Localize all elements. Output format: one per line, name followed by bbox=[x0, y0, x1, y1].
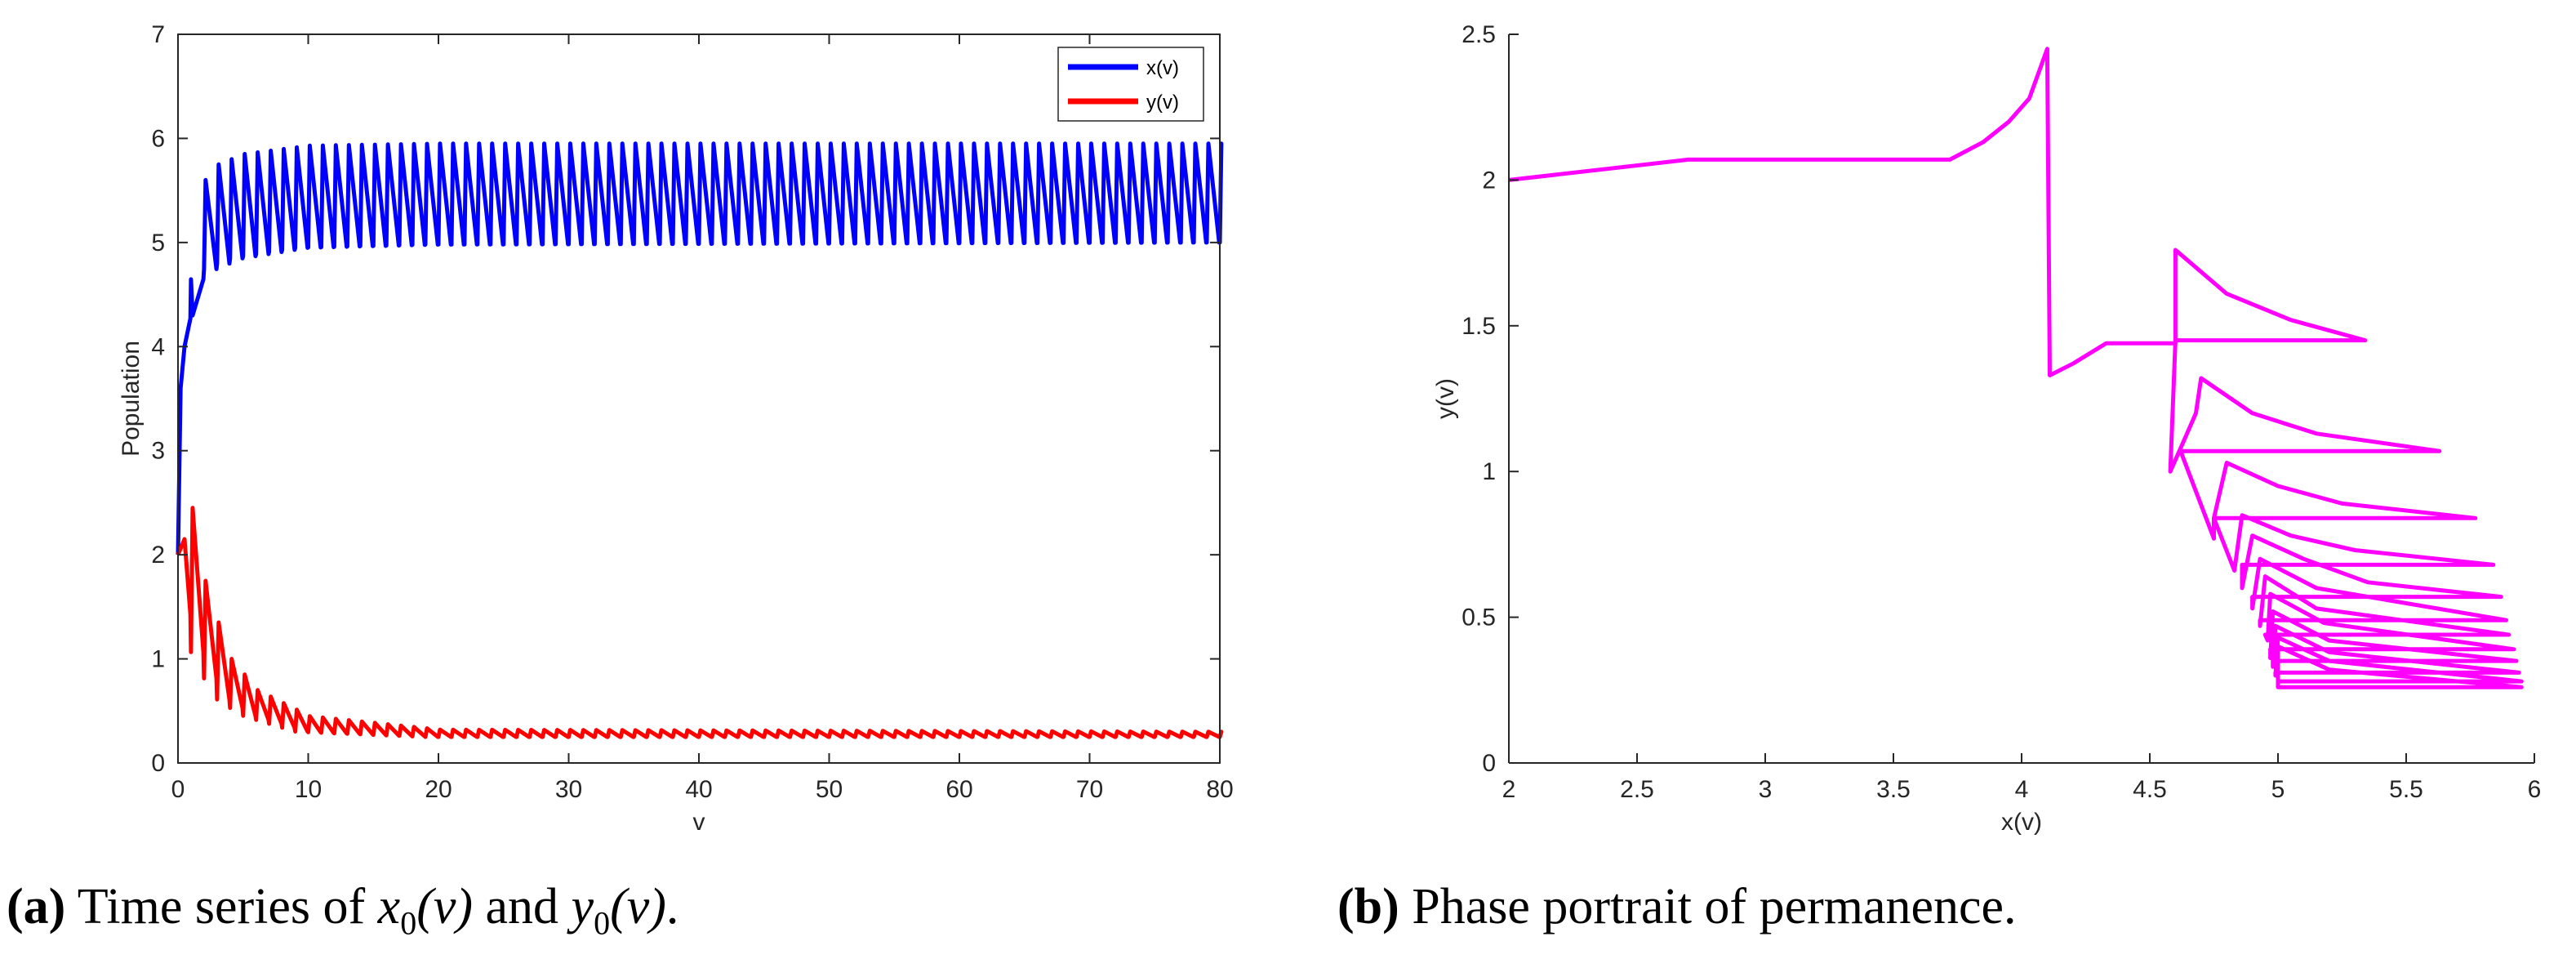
x-tick-label: 5 bbox=[2271, 776, 2285, 803]
x-tick-label: 5.5 bbox=[2389, 776, 2423, 803]
y-tick-label: 0 bbox=[1482, 750, 1496, 777]
y-tick-label: 3 bbox=[151, 438, 165, 465]
x-tick-label: 4 bbox=[2015, 776, 2029, 803]
x-tick-label: 30 bbox=[555, 776, 582, 803]
caption-b-label: (b) bbox=[1337, 879, 1399, 935]
y-tick-label: 5 bbox=[151, 230, 165, 256]
y-tick-label: 1.5 bbox=[1462, 313, 1496, 340]
series-line-x bbox=[176, 141, 1224, 555]
x-tick-label: 10 bbox=[295, 776, 322, 803]
y-tick-label: 6 bbox=[151, 125, 165, 152]
caption-a-label: (a) bbox=[7, 879, 66, 935]
caption-a-text: Time series of bbox=[77, 879, 378, 935]
caption-a-x-symbol: x bbox=[377, 879, 401, 935]
legend-y-label: y(v) bbox=[1146, 91, 1179, 114]
caption-a: (a) Time series of x0(v) and y0(v). bbox=[7, 878, 678, 942]
caption-b: (b) Phase portrait of permanence. bbox=[1337, 878, 2017, 936]
y-tick-label: 0 bbox=[151, 750, 165, 777]
legend-x-label: x(v) bbox=[1146, 57, 1179, 79]
y-tick-label: 2.5 bbox=[1462, 21, 1496, 48]
caption-a-y-arg: (v) bbox=[610, 879, 666, 935]
x-tick-label: 0 bbox=[171, 776, 185, 803]
panel-b-ylabel: y(v) bbox=[1432, 378, 1459, 419]
x-tick-label: 2.5 bbox=[1620, 776, 1654, 803]
panel-a-time-series: 0 10 20 30 40 50 60 70 80 0 1 2 3 4 5 6 7 v Population x… bbox=[118, 21, 1234, 836]
y-tick-label: 0.5 bbox=[1462, 604, 1496, 631]
y-tick-label: 1 bbox=[151, 646, 165, 673]
panel-a-legend: x(v) y(v) bbox=[1057, 47, 1204, 122]
panel-b-ticks: 2 2.5 3 3.5 4 4.5 5 5.5 6 0 0.5 1 1.5 2 2.5 bbox=[1462, 21, 2541, 803]
panel-a-ticks: 0 10 20 30 40 50 60 70 80 0 1 2 3 4 5 6 7 bbox=[151, 21, 1233, 803]
panel-b-xlabel: x(v) bbox=[2001, 809, 2042, 836]
panel-b-plot-area bbox=[1509, 34, 2534, 763]
x-tick-label: 40 bbox=[685, 776, 712, 803]
phase-trajectory-line bbox=[1508, 47, 2524, 689]
x-tick-label: 70 bbox=[1076, 776, 1103, 803]
x-tick-label: 80 bbox=[1206, 776, 1233, 803]
x-tick-label: 2 bbox=[1502, 776, 1516, 803]
y-tick-label: 2 bbox=[151, 542, 165, 569]
x-tick-label: 4.5 bbox=[2133, 776, 2167, 803]
y-tick-label: 2 bbox=[1482, 167, 1496, 194]
panel-a-xlabel: v bbox=[693, 809, 705, 836]
x-tick-label: 3 bbox=[1759, 776, 1773, 803]
x-tick-label: 3.5 bbox=[1876, 776, 1911, 803]
x-tick-label: 50 bbox=[816, 776, 843, 803]
caption-b-text: Phase portrait of permanence. bbox=[1412, 879, 2017, 935]
panel-a-ylabel: Population bbox=[118, 341, 145, 457]
caption-a-and: and bbox=[473, 879, 572, 935]
caption-a-end: . bbox=[665, 879, 679, 935]
y-tick-label: 4 bbox=[151, 333, 165, 360]
panel-b-phase-portrait: 2 2.5 3 3.5 4 4.5 5 5.5 6 0 0.5 1 1.5 2 2.5 x(v) y(v) bbox=[1432, 21, 2541, 836]
caption-a-x-subscript: 0 bbox=[400, 904, 417, 942]
x-tick-label: 6 bbox=[2528, 776, 2542, 803]
panel-b-data-lines bbox=[1508, 47, 2524, 689]
caption-a-y-symbol: y bbox=[571, 879, 594, 935]
series-line-y bbox=[176, 506, 1224, 739]
y-tick-label: 1 bbox=[1482, 458, 1496, 485]
caption-a-y-subscript: 0 bbox=[594, 904, 611, 942]
y-tick-label: 7 bbox=[151, 21, 165, 48]
x-tick-label: 20 bbox=[425, 776, 452, 803]
x-tick-label: 60 bbox=[945, 776, 972, 803]
legend-box bbox=[1057, 47, 1204, 122]
caption-a-x-arg: (v) bbox=[416, 879, 474, 935]
panel-a-data-lines bbox=[176, 141, 1224, 739]
